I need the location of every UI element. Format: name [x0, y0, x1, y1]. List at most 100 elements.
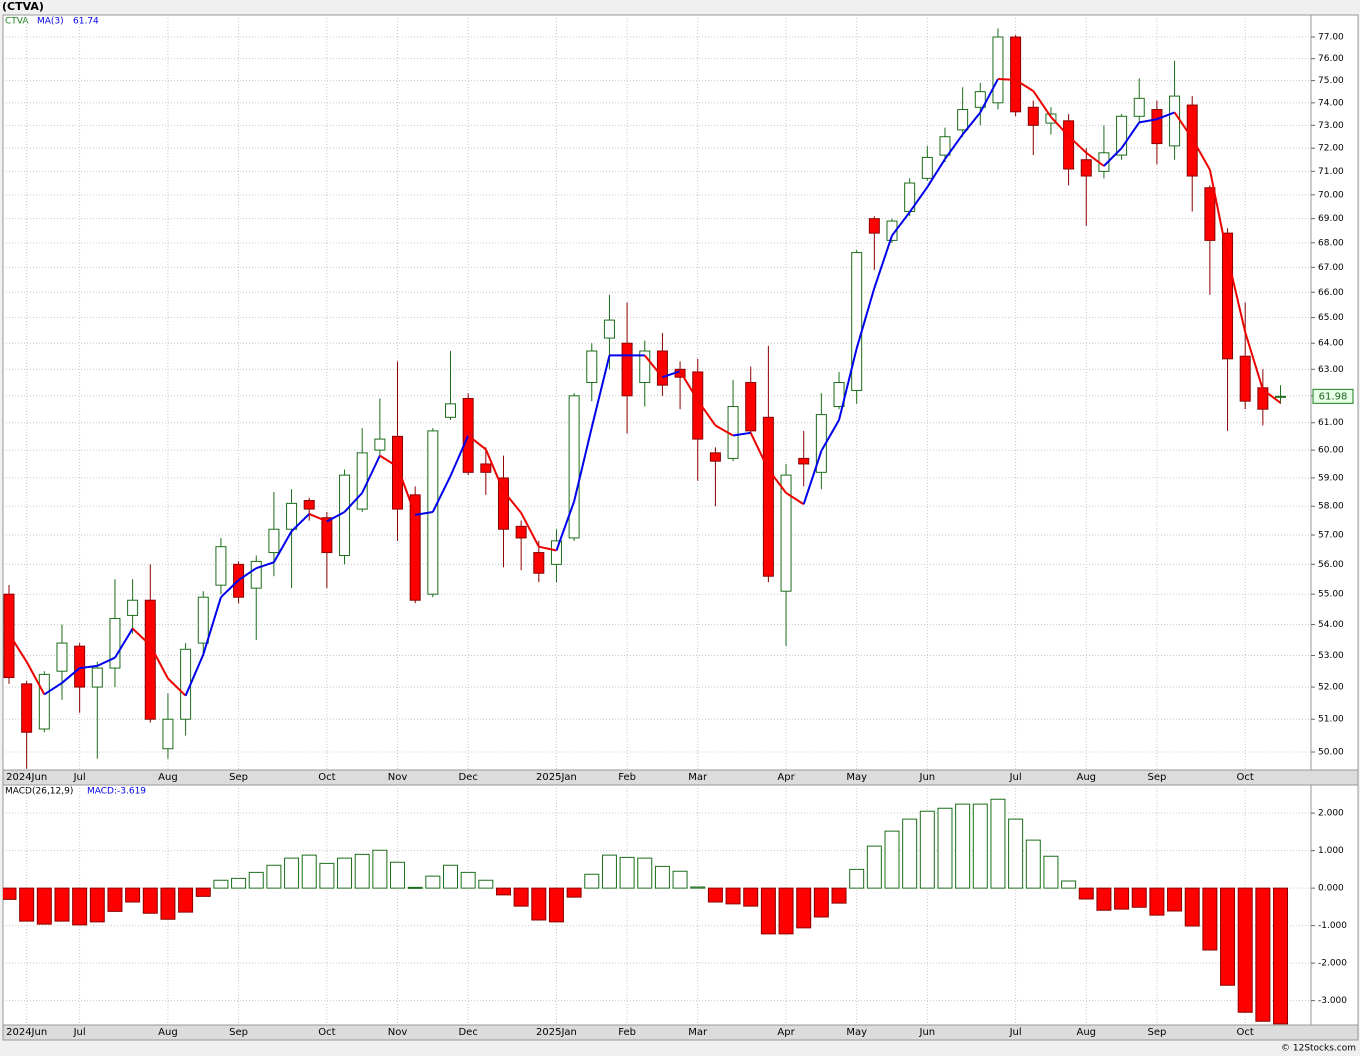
macd-bar [213, 879, 229, 889]
macd-bar [955, 803, 971, 889]
y-tick-label: 63.00 [1318, 365, 1344, 375]
macd-title: MACD(26,12,9) [5, 787, 73, 797]
ma-segment [361, 455, 381, 494]
page-title: (CTVA) [2, 0, 44, 13]
ma-segment [202, 596, 222, 655]
candle-body [144, 599, 156, 720]
y-tick-label: -1.000 [1318, 921, 1347, 931]
ma-segment [961, 111, 982, 136]
ma-segment [802, 450, 823, 505]
legend-ma-value: 61.74 [73, 17, 99, 27]
x-tick-label: Oct [318, 772, 335, 783]
ma-segment [1120, 121, 1141, 149]
ma-segment [785, 492, 805, 506]
ma-segment [308, 513, 328, 523]
y-tick-label: 67.00 [1318, 263, 1344, 273]
candle-body [886, 220, 898, 241]
x-tick-label: Aug [1076, 1027, 1096, 1038]
ma-segment [415, 510, 434, 516]
x-tick-label: Jul [73, 772, 86, 783]
x-tick-label: Oct [1237, 1027, 1254, 1038]
macd-bar [89, 887, 105, 923]
y-tick-label: 2.000 [1318, 809, 1344, 819]
ma-segment [431, 475, 452, 513]
ma-segment [149, 644, 169, 679]
x-tick-label: 2024Jun [6, 772, 47, 783]
candle-body [1239, 355, 1251, 402]
x-tick-label: Dec [458, 1027, 477, 1038]
candle-body [798, 457, 810, 465]
macd-bar [690, 886, 706, 889]
price-plot [3, 15, 1311, 770]
y-tick-label: 54.00 [1318, 620, 1344, 630]
macd-bar [778, 887, 794, 935]
y-tick-label: 57.00 [1318, 531, 1344, 541]
ma-segment [732, 431, 751, 437]
macd-axis [1310, 784, 1359, 1026]
ma-segment [343, 492, 363, 513]
ma-segment [502, 490, 522, 514]
macd-bar [478, 879, 494, 889]
y-tick-label: 74.00 [1318, 98, 1344, 108]
ma-segment [908, 186, 929, 213]
x-tick-label: Sep [229, 772, 248, 783]
ma-segment [379, 454, 399, 468]
y-tick-label: 56.00 [1318, 560, 1344, 570]
x-tick-label: 2025Jan [536, 772, 577, 783]
macd-bar [1096, 887, 1112, 911]
macd-bar [1114, 887, 1130, 910]
ma-segment [8, 633, 28, 663]
candle-body [162, 718, 174, 750]
y-tick-label: 70.00 [1318, 190, 1344, 200]
ma-segment [944, 133, 964, 160]
ma-segment [290, 513, 310, 532]
macd-bar [125, 887, 141, 903]
macd-bar [495, 887, 511, 896]
candle-body [268, 528, 280, 554]
x-tick-label: Oct [318, 1027, 335, 1038]
ma-segment [520, 512, 540, 548]
ma-segment [1085, 151, 1105, 167]
macd-bar [266, 864, 282, 889]
candle-body [921, 156, 933, 179]
ma-segment [220, 579, 240, 598]
candle-body [1169, 95, 1181, 147]
candle-body [568, 395, 580, 539]
footer: © 12Stocks.com [1281, 1044, 1356, 1054]
candle-body [1151, 109, 1163, 145]
x-tick-label: Feb [618, 1027, 636, 1038]
ma-segment [1191, 137, 1211, 171]
macd-legend-value: MACD:-3.619 [87, 787, 146, 797]
y-tick-label: 55.00 [1318, 590, 1344, 600]
candle-body [1222, 232, 1234, 360]
macd-bar [1149, 887, 1165, 916]
ma-segment [662, 370, 681, 379]
candle-body [1275, 395, 1287, 398]
y-tick-label: 51.00 [1318, 715, 1344, 725]
macd-bar [54, 887, 70, 922]
x-tick-label: Mar [688, 772, 708, 783]
ma-segment [1050, 116, 1070, 137]
x-tick-label: Jun [919, 1027, 936, 1038]
macd-bar [637, 857, 653, 889]
ma-segment [43, 682, 63, 696]
ma-segment [484, 448, 505, 492]
y-tick-label: -2.000 [1318, 959, 1347, 969]
y-tick-label: 68.00 [1318, 238, 1344, 248]
x-tick-label: Feb [618, 772, 636, 783]
candle-body [603, 319, 615, 339]
ma-segment [679, 370, 699, 401]
y-tick-label: 52.00 [1318, 683, 1344, 693]
ma-segment [555, 501, 576, 551]
macd-bar [672, 870, 688, 889]
macd-bar [3, 887, 17, 900]
ma-segment [114, 628, 134, 659]
x-tick-label: Mar [688, 1027, 708, 1038]
macd-bar [160, 887, 176, 920]
candle-body [515, 525, 527, 539]
ma-segment [1156, 111, 1175, 121]
y-tick-label: 61.00 [1318, 418, 1344, 428]
x-tick-label: 2024Jun [6, 1027, 47, 1038]
last-price-label: 61.98 [1319, 391, 1348, 402]
